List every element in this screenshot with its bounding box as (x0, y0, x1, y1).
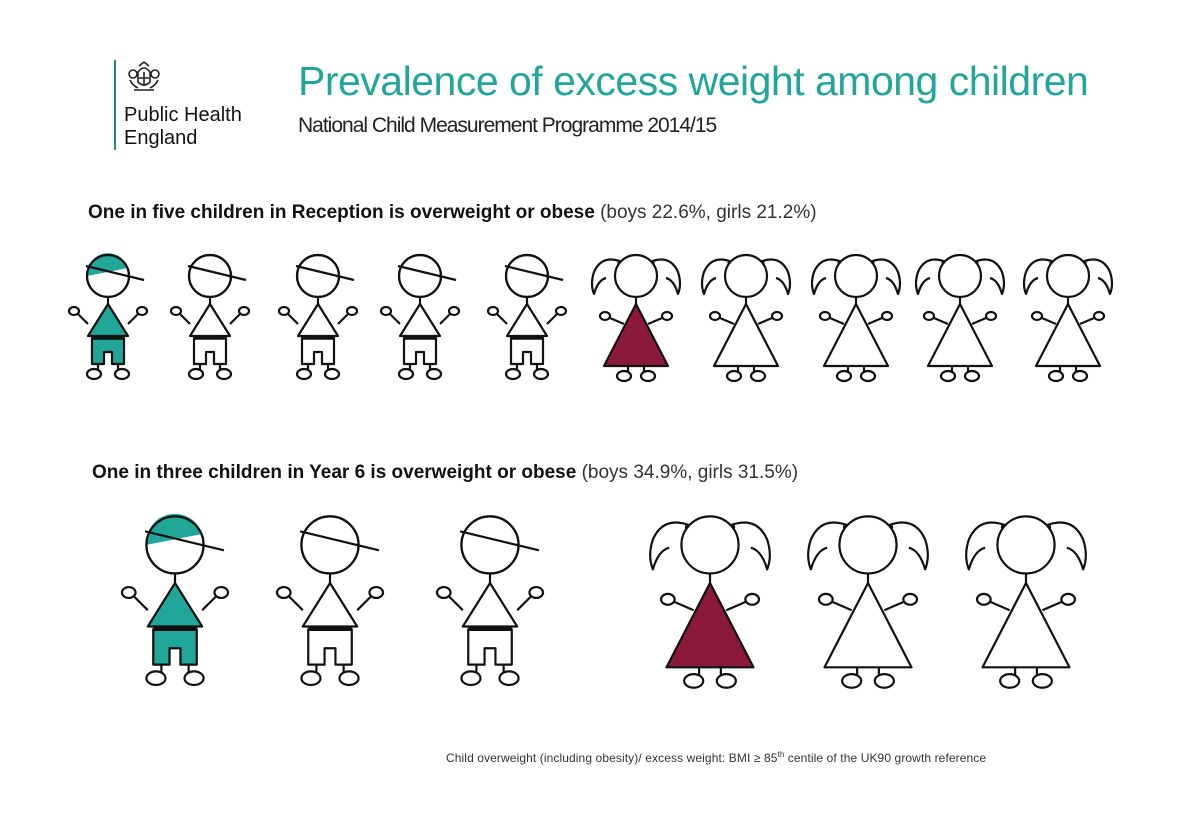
logo-org-name: Public Health England (124, 104, 242, 150)
reception-girl-figure (590, 253, 682, 383)
reception-heading-detail: (boys 22.6%, girls 21.2%) (600, 202, 817, 223)
year6-girl-figure (965, 515, 1087, 689)
reception-girl-figure (914, 253, 1006, 383)
reception-girl-figure (1022, 253, 1114, 383)
royal-crest-icon (128, 60, 160, 91)
year6-heading-main: One in three children in Year 6 is overw… (92, 462, 577, 483)
reception-girl-figure (700, 253, 792, 383)
reception-boy-figure (486, 253, 568, 381)
year6-heading: One in three children in Year 6 is overw… (92, 462, 798, 484)
footnote-text: Child overweight (including obesity)/ ex… (446, 751, 778, 765)
reception-boy-figure (67, 253, 149, 381)
footnote-text-end: centile of the UK90 growth reference (784, 751, 987, 765)
footnote-sup: th (777, 750, 785, 759)
year6-boy-figure (275, 515, 385, 687)
logo-line-2: England (124, 127, 198, 149)
reception-boy-figure (379, 253, 461, 381)
page-subtitle: National Child Measurement Programme 201… (298, 114, 717, 137)
year6-girl-figure (807, 515, 929, 689)
footnote: Child overweight (including obesity)/ ex… (446, 750, 986, 765)
logo-line-1: Public Health (124, 104, 242, 126)
logo-divider (114, 60, 116, 150)
year6-girl-figure (649, 515, 771, 689)
year6-boy-figure (435, 515, 545, 687)
reception-heading: One in five children in Reception is ove… (88, 202, 817, 224)
reception-boy-figure (277, 253, 359, 381)
reception-girl-figure (810, 253, 902, 383)
page-title: Prevalence of excess weight among childr… (298, 58, 1089, 104)
reception-boy-figure (169, 253, 251, 381)
year6-boy-figure (120, 513, 230, 687)
year6-heading-detail: (boys 34.9%, girls 31.5%) (581, 462, 799, 483)
reception-heading-main: One in five children in Reception is ove… (88, 202, 595, 223)
